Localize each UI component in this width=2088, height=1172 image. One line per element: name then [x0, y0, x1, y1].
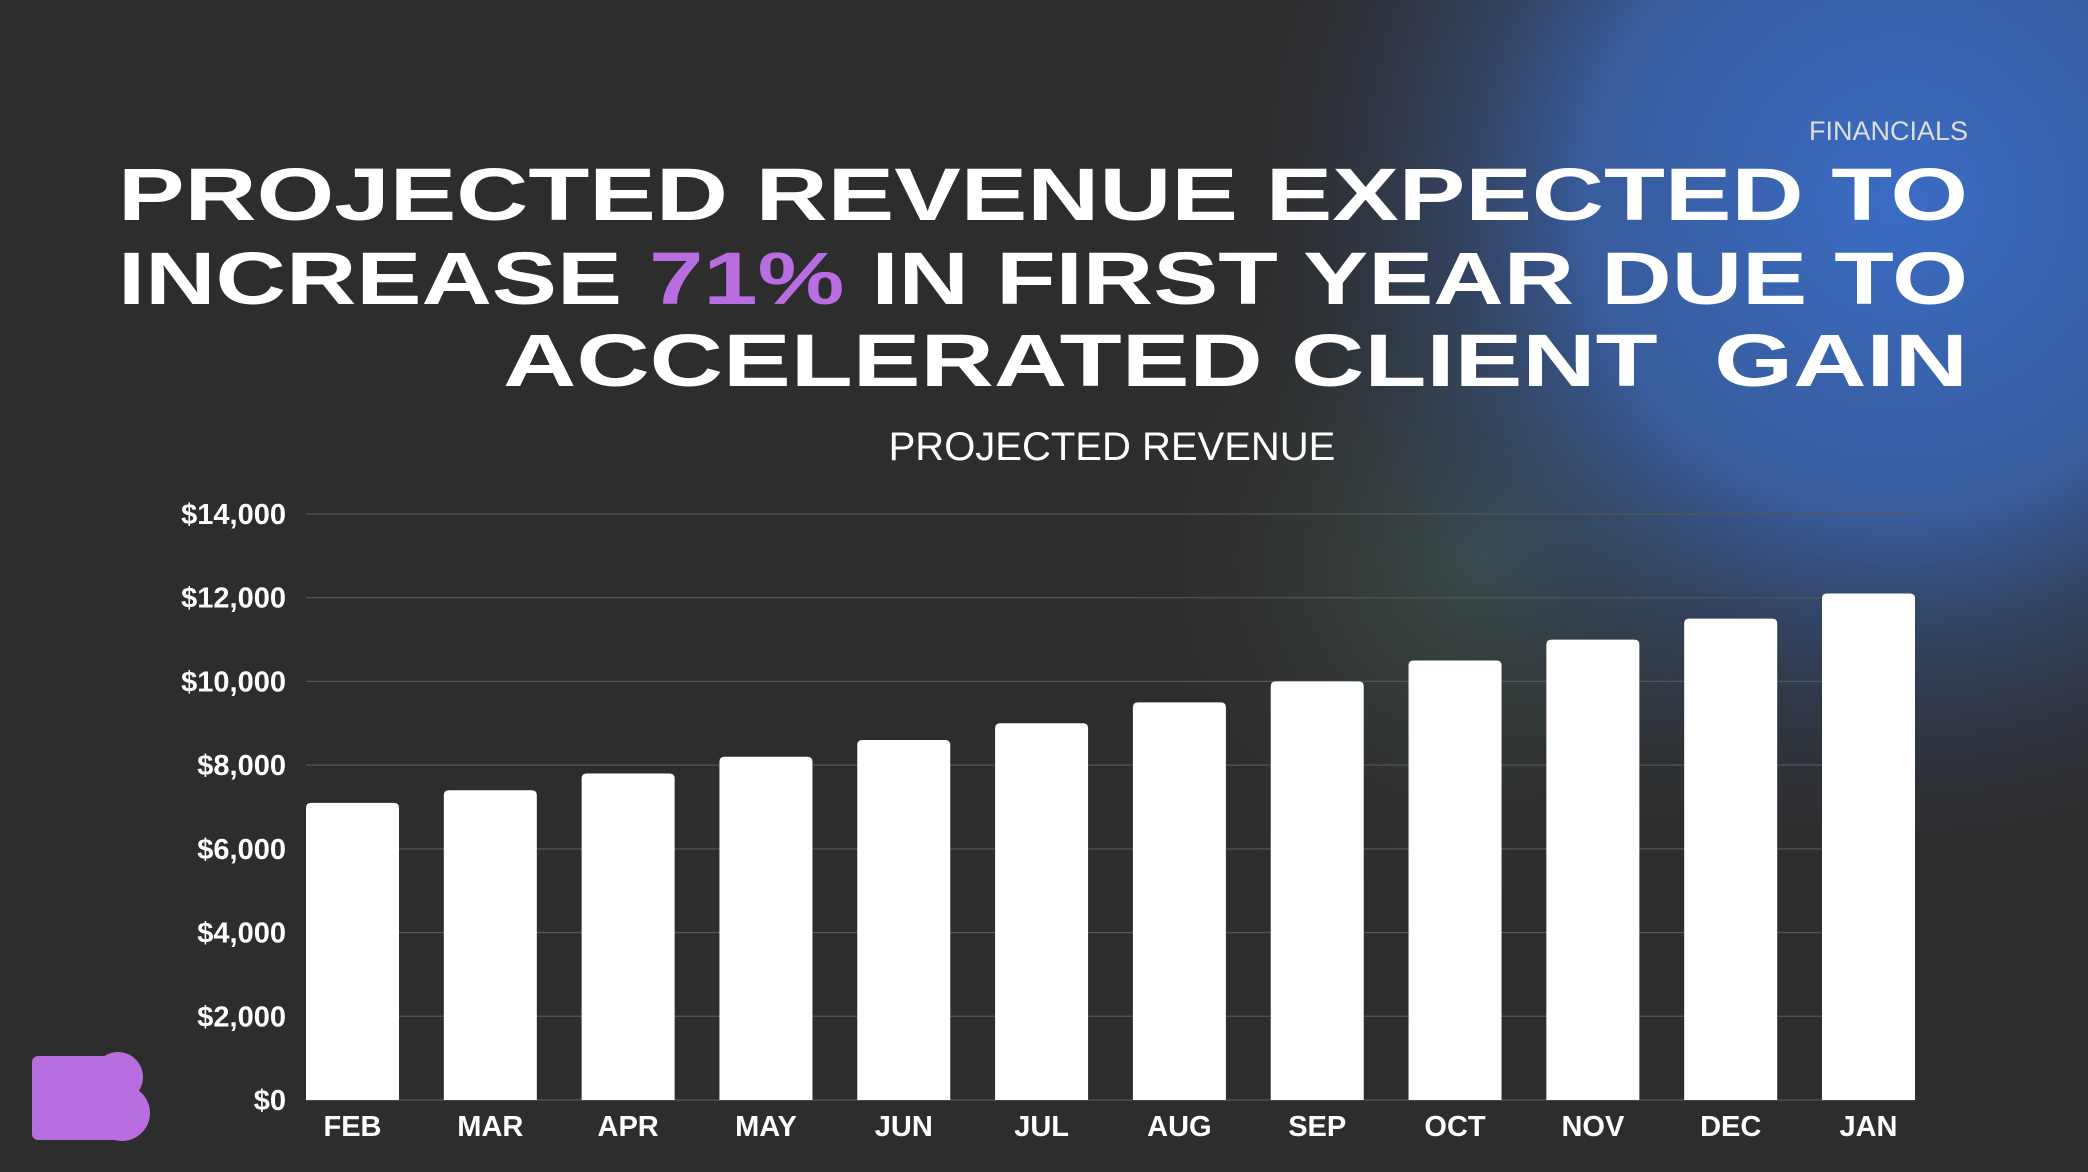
bar: [995, 723, 1089, 1100]
bar: [1132, 702, 1226, 1100]
bar: [1270, 681, 1364, 1100]
y-tick-label: $8,000: [197, 750, 286, 782]
x-tick-label: SEP: [1288, 1111, 1346, 1143]
headline-text: IN FIRST YEAR DUE TO: [844, 237, 1968, 320]
y-tick-label: $6,000: [197, 834, 286, 866]
logo: [32, 1052, 150, 1141]
bar: [1822, 593, 1915, 1100]
bar: [857, 740, 951, 1100]
y-tick-label: $10,000: [181, 666, 286, 698]
y-tick-label: $4,000: [197, 918, 286, 950]
x-tick-label: JUN: [875, 1111, 933, 1143]
bar: [1408, 660, 1502, 1100]
y-tick-label: $2,000: [197, 1001, 286, 1033]
headline: PROJECTED REVENUE EXPECTED TO INCREASE 7…: [118, 153, 1968, 402]
x-tick-label: FEB: [324, 1111, 382, 1143]
bar: [1684, 618, 1778, 1100]
section-label: FINANCIALS: [1809, 116, 1968, 146]
x-tick-label: APR: [598, 1111, 659, 1143]
headline-line: PROJECTED REVENUE EXPECTED TO: [118, 153, 1968, 236]
x-tick-label: JAN: [1839, 1111, 1897, 1143]
y-tick-label: $14,000: [181, 499, 286, 531]
x-tick-label: DEC: [1700, 1111, 1761, 1143]
y-tick-label: $12,000: [181, 583, 286, 615]
headline-line: ACCELERATED CLIENT GAIN: [503, 319, 1968, 402]
headline-highlight: 71%: [649, 237, 844, 320]
y-tick-label: $0: [254, 1085, 286, 1117]
x-tick-label: JUL: [1014, 1111, 1069, 1143]
bar: [719, 756, 813, 1100]
x-tick-label: AUG: [1147, 1111, 1211, 1143]
x-tick-label: MAR: [457, 1111, 523, 1143]
bar: [1546, 639, 1640, 1100]
headline-text: INCREASE: [118, 237, 649, 320]
x-tick-label: NOV: [1561, 1111, 1625, 1143]
x-tick-label: OCT: [1424, 1111, 1486, 1143]
headline-line: INCREASE 71% IN FIRST YEAR DUE TO: [118, 237, 1968, 320]
bar: [581, 773, 675, 1100]
chart-title: PROJECTED REVENUE: [889, 425, 1336, 469]
x-tick-label: MAY: [735, 1111, 797, 1143]
bar: [443, 790, 537, 1100]
bar: [306, 802, 399, 1100]
